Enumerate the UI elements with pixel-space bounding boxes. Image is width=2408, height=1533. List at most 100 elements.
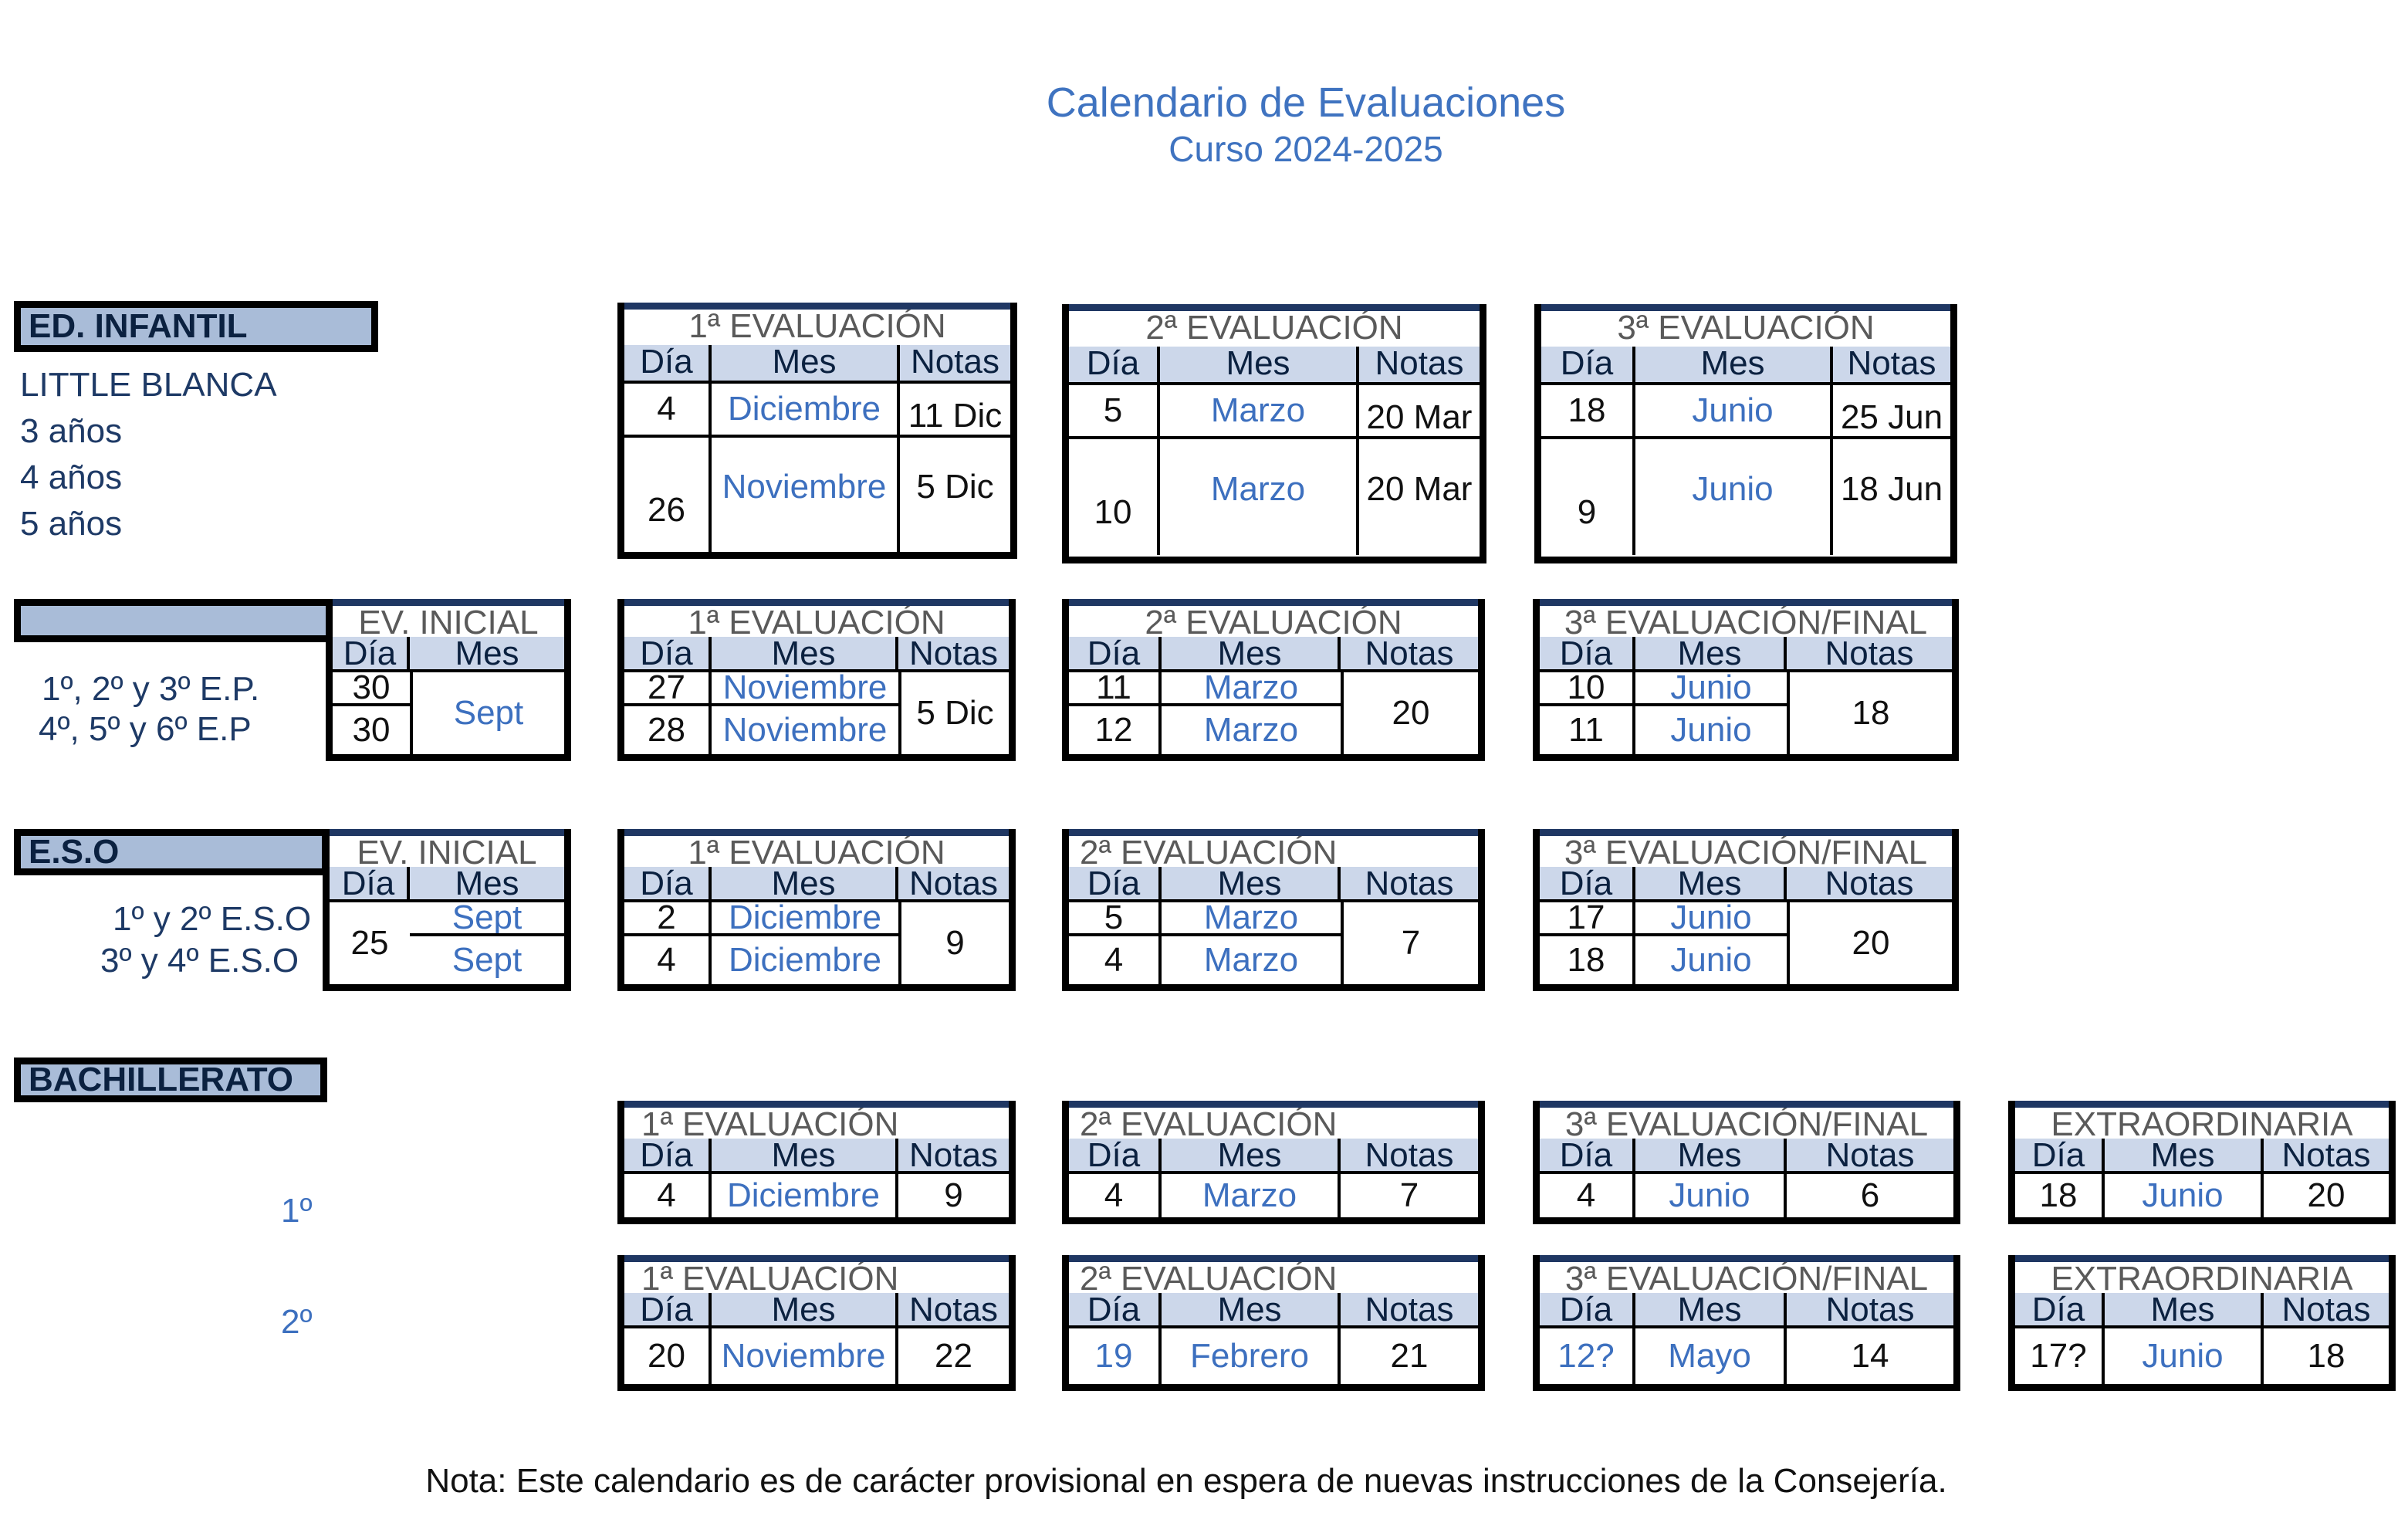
column-headers: Día Mes	[330, 867, 564, 899]
table-title: 2ª EVALUACIÓN	[1069, 1255, 1478, 1298]
cell-mes: Marzo	[1203, 902, 1299, 933]
cell-dia: 18	[2015, 1174, 2105, 1217]
level-eso-2: 3º y 4º E.S.O	[100, 942, 299, 980]
table-row: 30	[333, 706, 564, 754]
col-dia: Día	[1069, 1139, 1162, 1171]
table-title: EXTRAORDINARIA	[2015, 1101, 2389, 1143]
col-dia: Día	[333, 637, 410, 669]
cell-dia: 30	[352, 672, 391, 703]
cell-dia: 10	[1069, 439, 1160, 555]
cell-mes: Noviembre	[722, 672, 888, 703]
col-dia: Día	[1540, 1139, 1635, 1171]
col-dia: Día	[2015, 1293, 2105, 1325]
cell-notas: 21	[1390, 1337, 1429, 1375]
col-notas: Notas	[1825, 637, 1914, 669]
cell-mes: Diciembre	[712, 1174, 898, 1217]
col-dia: Día	[624, 867, 712, 899]
cell-mes: Diciembre	[728, 902, 882, 933]
table-row: Sept	[410, 936, 564, 984]
cell-mes: Sept	[452, 902, 523, 933]
table-row: 18 Junio 25 Jun	[1541, 385, 1950, 436]
cell-dia: 30	[352, 711, 391, 749]
column-headers: Día Mes Notas	[1540, 867, 1952, 899]
table-row: 17 Junio	[1540, 902, 1787, 933]
table-title: 3ª EVALUACIÓN/FINAL	[1540, 1255, 1953, 1298]
col-dia: Día	[624, 1293, 712, 1325]
bach2-ext-table: EXTRAORDINARIA Día Mes Notas 17? Junio 1…	[2008, 1255, 2396, 1391]
cell-dia: 10	[1540, 672, 1635, 703]
col-mes: Mes	[455, 867, 519, 899]
col-mes: Mes	[1162, 1139, 1341, 1171]
column-headers: Día Mes	[333, 637, 564, 669]
table-title: 1ª EVALUACIÓN	[624, 829, 1009, 871]
cell-dia: 4	[624, 936, 712, 984]
table-row: 10 Junio	[1540, 672, 1787, 703]
column-headers: Día Mes Notas	[1069, 867, 1478, 899]
cell-dia: 12?	[1540, 1328, 1635, 1384]
cell-notas: 7	[1399, 1176, 1419, 1214]
cell-notas: 7	[1401, 924, 1421, 962]
cell-dia: 5	[1069, 902, 1162, 933]
col-notas: Notas	[2281, 1293, 2371, 1325]
cell-dia: 25	[350, 924, 389, 962]
col-notas: Notas	[1847, 347, 1936, 382]
infantil-ev2-table: 2ª EVALUACIÓN Día Mes Notas 5 Marzo 20 M…	[1062, 304, 1486, 563]
cell-dia: 28	[624, 706, 712, 754]
cell-notas: 20 Mar	[1366, 470, 1473, 508]
merged-dia: 25	[330, 902, 410, 984]
table-row: 11 Junio	[1540, 706, 1787, 754]
col-dia: Día	[1069, 867, 1162, 899]
cell-mes: Junio	[2105, 1174, 2264, 1217]
cell-mes: Noviembre	[712, 1328, 898, 1384]
table-row: 4 Junio 6	[1540, 1174, 1953, 1217]
cell-dia: 18	[1541, 385, 1635, 436]
cell-mes: Marzo	[1203, 672, 1299, 703]
cell-notas: 18 Jun	[1840, 470, 1943, 508]
cell-mes: Febrero	[1162, 1328, 1341, 1384]
table-title: 2ª EVALUACIÓN	[1069, 1101, 1478, 1143]
table-row: 18 Junio	[1540, 936, 1787, 984]
bach2-ev1-table: 1ª EVALUACIÓN Día Mes Notas 20 Noviembre…	[617, 1255, 1016, 1391]
column-headers: Día Mes Notas	[1541, 347, 1950, 382]
col-dia: Día	[1069, 637, 1162, 669]
section-label-infantil: ED. INFANTIL	[14, 301, 378, 352]
section-label-text: E.S.O	[29, 833, 120, 871]
cell-mes: Junio	[1635, 439, 1833, 555]
level-3: 3 años	[20, 412, 123, 450]
cell-dia: 11	[1540, 706, 1635, 754]
column-headers: Día Mes Notas	[624, 345, 1010, 381]
column-headers: Día Mes Notas	[1069, 637, 1478, 669]
cell-dia: 4	[624, 1174, 712, 1217]
col-notas: Notas	[1825, 1293, 1915, 1325]
col-notas: Notas	[1825, 1139, 1915, 1171]
cell-notas: 20	[1852, 924, 1890, 962]
table-title: 1ª EVALUACIÓN	[624, 599, 1009, 641]
column-headers: Día Mes Notas	[1540, 1293, 1953, 1325]
merged-notas: 18	[1790, 672, 1952, 754]
cell-notas: 20 Mar	[1366, 398, 1473, 436]
table-title: 3ª EVALUACIÓN/FINAL	[1540, 599, 1952, 641]
col-dia: Día	[1069, 1293, 1162, 1325]
col-mes: Mes	[455, 637, 519, 669]
cell-notas: 9	[945, 924, 965, 962]
cell-notas: 25 Jun	[1840, 398, 1943, 436]
col-mes: Mes	[1160, 347, 1359, 382]
table-title: 2ª EVALUACIÓN	[1069, 304, 1480, 347]
eso-ev3-table: 3ª EVALUACIÓN/FINAL Día Mes Notas 17 Jun…	[1533, 829, 1959, 991]
table-row: 10 Marzo 20 Mar	[1069, 439, 1480, 555]
col-mes: Mes	[1162, 637, 1341, 669]
table-title: EXTRAORDINARIA	[2015, 1255, 2389, 1298]
merged-notas: 5 Dic	[901, 672, 1009, 754]
col-notas: Notas	[1365, 1139, 1454, 1171]
course-1-label: 1º	[281, 1192, 313, 1230]
eso-inicial-table: EV. INICIAL Día Mes 25 Sept Sept	[323, 829, 571, 991]
column-headers: Día Mes Notas	[2015, 1139, 2389, 1171]
merged-notas: 20	[1790, 902, 1952, 984]
cell-dia: 18	[1540, 936, 1635, 984]
table-title: EV. INICIAL	[333, 599, 564, 641]
col-notas: Notas	[1365, 1293, 1454, 1325]
cell-mes: Junio	[1670, 672, 1752, 703]
level-5: 5 años	[20, 505, 123, 543]
eso-ev2-table: 2ª EVALUACIÓN Día Mes Notas 5 Marzo 4 Ma…	[1062, 829, 1485, 991]
col-notas: Notas	[1825, 867, 1914, 899]
